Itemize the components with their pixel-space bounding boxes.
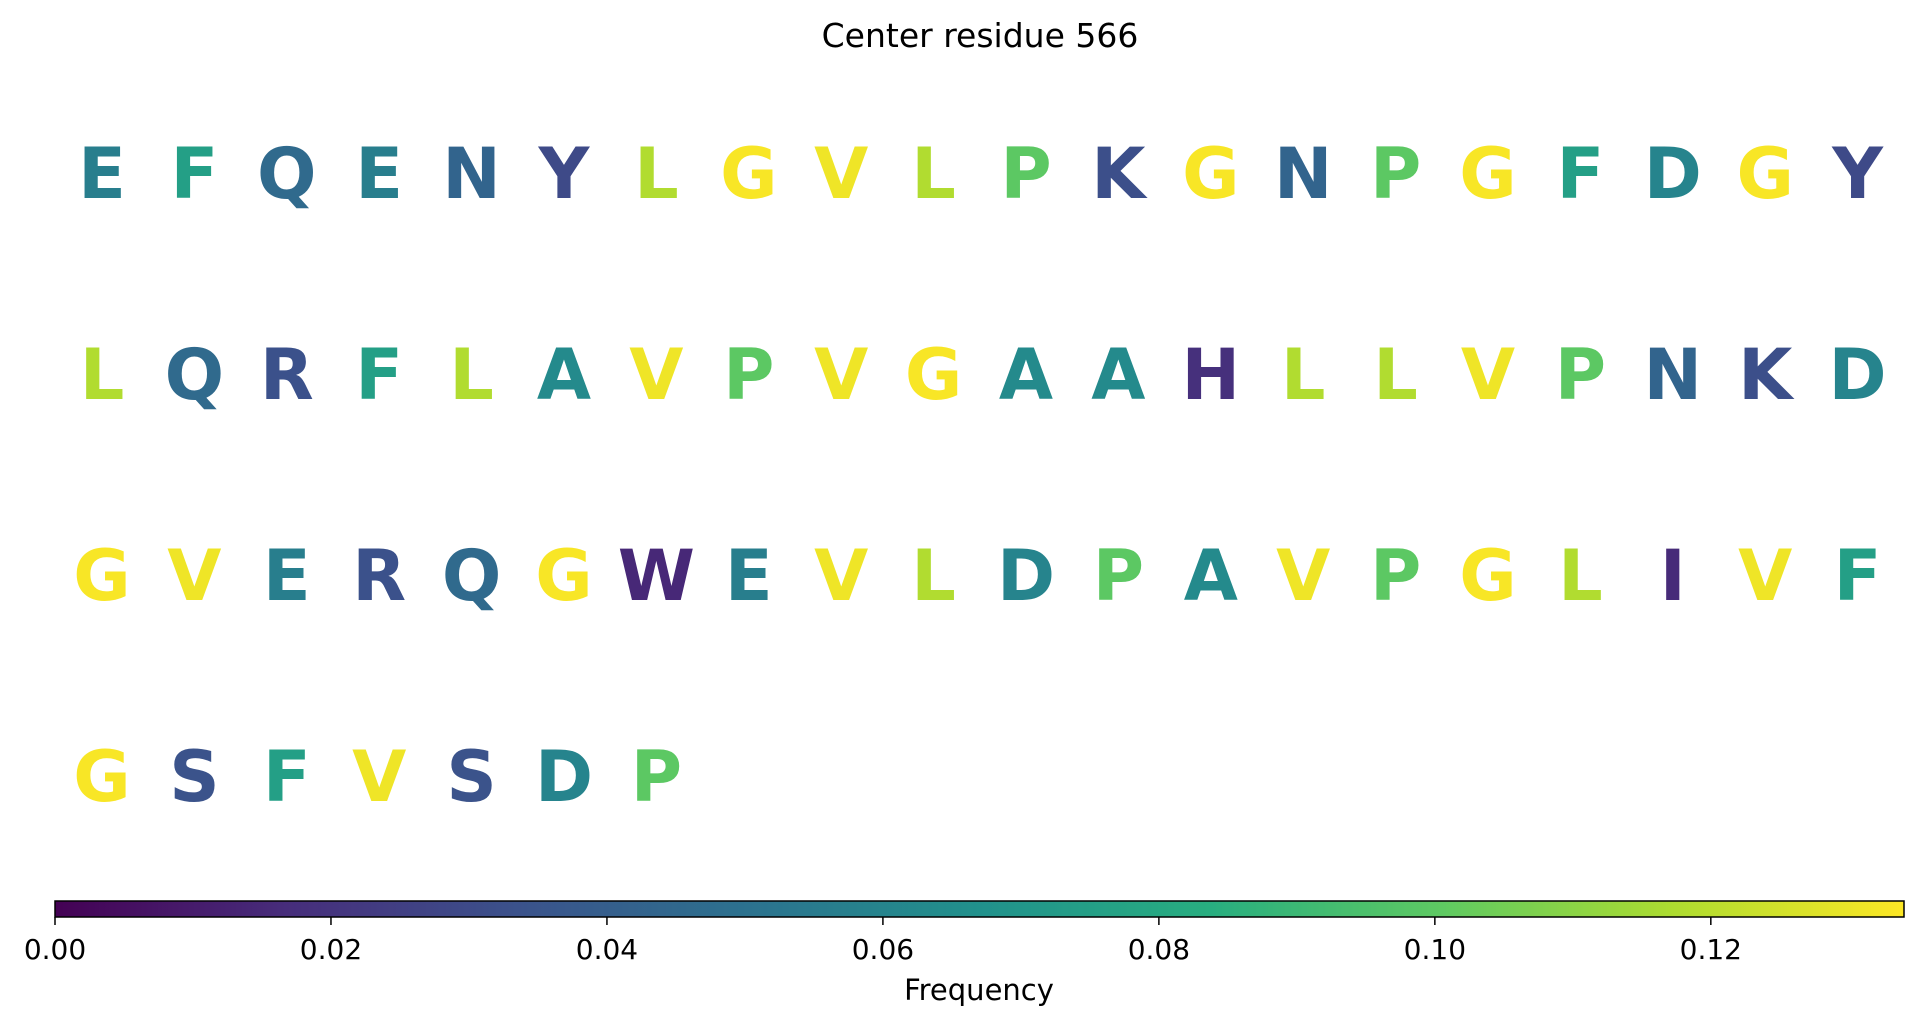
- residue-letter: P: [1093, 535, 1144, 617]
- residue-letter: E: [355, 133, 403, 215]
- residue-letter: P: [631, 736, 682, 818]
- residue-letter: L: [911, 535, 956, 617]
- residue-letter: P: [1370, 133, 1421, 215]
- residue-letter: A: [1091, 334, 1145, 416]
- residue-letter: V: [1738, 535, 1792, 617]
- colorbar-gradient: [54, 900, 1905, 918]
- colorbar-tick-label: 0.10: [1404, 933, 1466, 966]
- residue-letter: H: [1182, 334, 1241, 416]
- residue-letter: G: [1459, 535, 1516, 617]
- residue-letter: P: [1000, 133, 1051, 215]
- residue-letter: W: [618, 535, 695, 617]
- residue-letter: G: [1736, 133, 1793, 215]
- colorbar-tick-label: 0.08: [1128, 933, 1190, 966]
- residue-letter: F: [355, 334, 403, 416]
- residue-letter: V: [352, 736, 406, 818]
- residue-letter: E: [725, 535, 773, 617]
- chart-title: Center residue 566: [822, 16, 1139, 55]
- residue-letter: F: [1556, 133, 1604, 215]
- residue-letter: G: [73, 736, 130, 818]
- residue-letter: K: [1738, 334, 1795, 416]
- residue-letter: V: [814, 535, 868, 617]
- residue-letter: D: [1644, 133, 1702, 215]
- residue-letter: G: [720, 133, 777, 215]
- colorbar-label: Frequency: [904, 973, 1054, 1007]
- colorbar: 0.00 0.02 0.04 0.06 0.08 0.10 0.12 Frequency: [24, 900, 1905, 1007]
- residue-letter: L: [80, 334, 125, 416]
- colorbar-tick-label: 0.04: [576, 933, 638, 966]
- residue-letter: L: [634, 133, 679, 215]
- residue-letter: G: [73, 535, 130, 617]
- residue-letter: V: [629, 334, 683, 416]
- residue-letter: D: [1829, 334, 1887, 416]
- residue-letter: F: [263, 736, 311, 818]
- residue-letter: D: [997, 535, 1055, 617]
- residue-letter: A: [537, 334, 591, 416]
- residue-letter: V: [1461, 334, 1515, 416]
- residue-letter: Y: [1831, 133, 1884, 215]
- colorbar-ticks: 0.00 0.02 0.04 0.06 0.08 0.10 0.12: [24, 917, 1742, 966]
- colorbar-tick-label: 0.00: [24, 933, 86, 966]
- residue-letter: E: [78, 133, 126, 215]
- residue-letter: V: [814, 133, 868, 215]
- residue-letter: G: [1182, 133, 1239, 215]
- residue-letter: I: [1660, 535, 1686, 617]
- residue-letter: Q: [165, 334, 225, 416]
- residue-letter: N: [1274, 133, 1333, 215]
- residue-letter: A: [1184, 535, 1238, 617]
- residue-letter: N: [442, 133, 501, 215]
- residue-letter: L: [1281, 334, 1326, 416]
- residue-letter: D: [535, 736, 593, 818]
- residue-letter: E: [263, 535, 311, 617]
- residue-letter: V: [814, 334, 868, 416]
- residue-letter: R: [352, 535, 406, 617]
- residue-letter: P: [723, 334, 774, 416]
- residue-letter: N: [1644, 334, 1703, 416]
- colorbar-tick-label: 0.02: [300, 933, 362, 966]
- residue-letter: S: [446, 736, 496, 818]
- colorbar-tick-label: 0.06: [852, 933, 914, 966]
- residue-letter: L: [449, 334, 494, 416]
- residue-letter: A: [999, 334, 1053, 416]
- residue-letter: F: [170, 133, 218, 215]
- residue-letter: G: [535, 535, 592, 617]
- residue-letter: R: [260, 334, 314, 416]
- residue-letter: F: [1834, 535, 1882, 617]
- residue-letter: L: [1558, 535, 1603, 617]
- residue-letter: Q: [442, 535, 502, 617]
- residue-letter: V: [167, 535, 221, 617]
- residue-letter: G: [1459, 133, 1516, 215]
- colorbar-tick-label: 0.12: [1680, 933, 1742, 966]
- residue-letter: P: [1555, 334, 1606, 416]
- residue-letter: K: [1091, 133, 1148, 215]
- residue-letter: G: [905, 334, 962, 416]
- residue-letter: Y: [538, 133, 591, 215]
- residue-letter: P: [1370, 535, 1421, 617]
- residue-letter: L: [911, 133, 956, 215]
- residue-grid: E F Q E N Y L G V L P K G N P G F D G YL Q R F L A V P V G A A H L L V P N K D…: [73, 133, 1886, 818]
- residue-letter: L: [1373, 334, 1418, 416]
- residue-letter: Q: [257, 133, 317, 215]
- residue-letter: S: [169, 736, 219, 818]
- residue-letter: V: [1276, 535, 1330, 617]
